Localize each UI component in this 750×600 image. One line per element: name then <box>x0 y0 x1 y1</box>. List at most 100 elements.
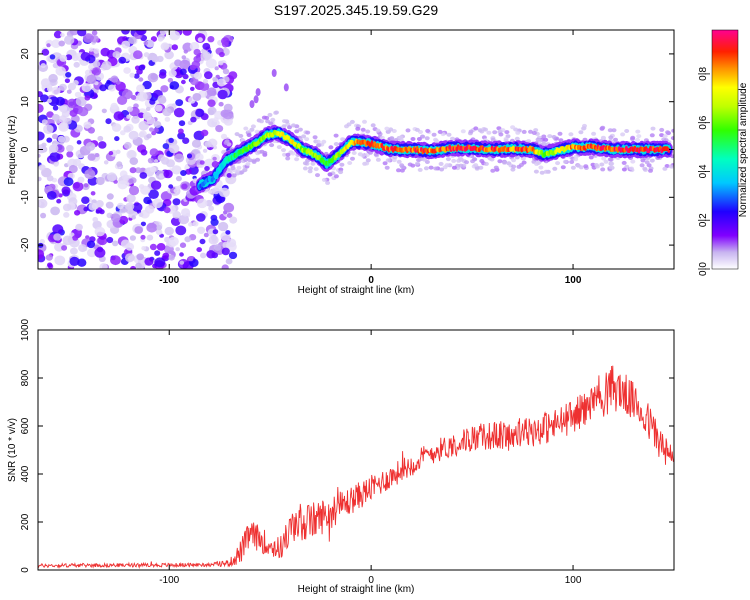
halo-dot <box>307 169 313 174</box>
noise-blob <box>74 210 81 216</box>
halo-dot <box>282 152 287 157</box>
noise-blob <box>203 232 209 238</box>
halo-dot <box>642 166 648 171</box>
noise-blob <box>128 36 137 44</box>
noise-blob <box>189 64 196 71</box>
noise-blob <box>200 252 207 259</box>
halo-dot <box>510 125 516 130</box>
noise-blob <box>225 230 231 235</box>
halo-dot <box>659 127 665 132</box>
noise-blob <box>160 85 169 93</box>
noise-blob <box>179 260 185 265</box>
halo-dot <box>375 128 381 133</box>
noise-blob <box>121 40 131 49</box>
x-tick-label: 0 <box>368 275 374 286</box>
noise-blob <box>40 94 49 103</box>
noise-blob <box>138 132 145 138</box>
noise-blob <box>119 215 129 225</box>
halo-dot <box>568 132 574 137</box>
noise-blob <box>210 218 219 226</box>
halo-dot <box>560 165 566 170</box>
halo-dot <box>450 136 455 141</box>
noise-blob <box>193 48 201 56</box>
snr-xlabel: Height of straight line (km) <box>298 584 415 595</box>
noise-blob <box>179 68 187 76</box>
noise-blob <box>139 172 148 179</box>
halo-dot <box>649 158 655 163</box>
noise-blob <box>222 68 230 75</box>
halo-dot <box>304 137 310 142</box>
halo-dot <box>238 133 244 138</box>
noise-blob <box>155 229 163 235</box>
snr-series-line <box>38 365 674 569</box>
halo-dot <box>648 168 653 173</box>
noise-blob <box>73 61 80 68</box>
noise-blob <box>219 51 225 58</box>
noise-blob <box>77 176 85 183</box>
halo-dot <box>310 161 316 166</box>
halo-dot <box>407 162 413 167</box>
noise-blob <box>142 80 152 90</box>
spectrogram-xlabel: Height of straight line (km) <box>298 285 415 296</box>
noise-blob <box>133 50 143 60</box>
noise-blob <box>223 202 235 213</box>
noise-blob <box>153 127 159 133</box>
noise-blob <box>66 89 72 94</box>
noise-blob <box>171 44 178 51</box>
noise-blob <box>196 213 206 222</box>
halo-dot <box>276 145 282 150</box>
noise-blob <box>199 82 210 91</box>
noise-blob <box>212 77 218 82</box>
halo-dot <box>350 156 355 161</box>
noise-blob <box>110 75 119 83</box>
halo-dot <box>428 165 434 170</box>
spectrogram-ylabel: Frequency (Hz) <box>7 116 18 185</box>
noise-blob <box>69 256 80 266</box>
noise-blob <box>188 256 194 262</box>
noise-blob <box>106 193 114 200</box>
noise-blob <box>228 251 238 260</box>
halo-dot <box>364 161 370 166</box>
noise-blob <box>172 198 181 206</box>
halo-dot <box>557 131 563 136</box>
noise-blob <box>121 89 133 100</box>
halo-dot <box>315 173 320 178</box>
noise-blob <box>106 236 114 244</box>
halo-dot <box>458 163 464 168</box>
halo-dot <box>498 132 504 137</box>
halo-dot <box>302 161 308 166</box>
halo-dot <box>396 159 402 164</box>
noise-blob <box>38 153 41 158</box>
halo-dot <box>315 139 321 144</box>
noise-blob <box>69 30 79 36</box>
noise-blob <box>158 173 165 179</box>
halo-dot <box>501 160 507 165</box>
halo-dot <box>620 132 626 137</box>
halo-dot <box>259 119 264 124</box>
halo-dot <box>521 129 527 134</box>
noise-blob <box>78 244 87 253</box>
halo-dot <box>340 137 345 142</box>
noise-blob <box>138 64 146 71</box>
noise-blob <box>213 244 222 251</box>
noise-blob <box>68 164 78 174</box>
halo-dot <box>613 137 618 142</box>
noise-blob <box>146 133 152 139</box>
halo-dot <box>308 166 313 171</box>
halo-dot <box>360 153 366 158</box>
noise-blob <box>41 119 48 125</box>
noise-blob <box>138 120 149 131</box>
noise-blob <box>132 202 143 212</box>
noise-blob <box>66 151 74 158</box>
halo-dot <box>423 166 429 171</box>
halo-dot <box>400 165 406 170</box>
halo-dot <box>600 125 606 130</box>
noise-blob <box>168 69 177 78</box>
noise-blob <box>202 42 211 50</box>
noise-blob <box>143 196 152 205</box>
y-tick-label: 400 <box>20 465 31 482</box>
halo-dot <box>600 135 606 140</box>
noise-blob <box>208 235 219 245</box>
noise-blob <box>145 39 155 48</box>
